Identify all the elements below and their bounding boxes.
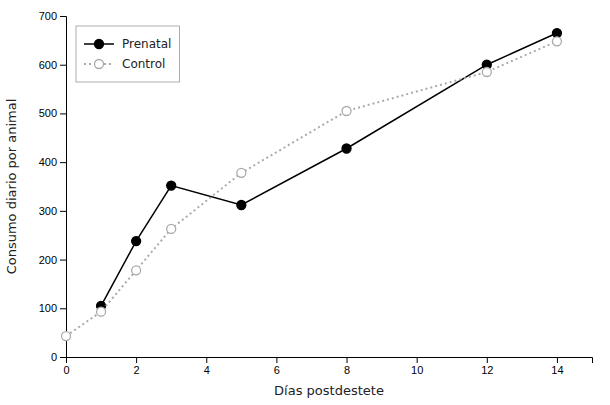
y-tick-mark — [60, 16, 66, 17]
y-tick-label: 200 — [39, 254, 57, 266]
y-tick-label: 0 — [51, 351, 57, 363]
x-tick: 12 — [481, 357, 493, 376]
data-point — [552, 37, 561, 46]
legend-item: Prenatal — [84, 37, 171, 51]
data-point — [97, 307, 106, 316]
x-tick: 2 — [134, 357, 140, 376]
data-point — [167, 181, 176, 190]
y-axis: 0 100 200 300 400 500 600 700 — [39, 10, 67, 363]
y-tick: 300 — [39, 205, 66, 217]
x-tick-mark — [487, 357, 488, 363]
y-tick-mark — [60, 211, 66, 212]
data-point — [342, 106, 351, 115]
x-tick: 4 — [204, 357, 210, 376]
y-tick-label: 600 — [39, 59, 57, 71]
legend: Prenatal Control — [76, 26, 179, 82]
data-point — [237, 168, 246, 177]
x-tick: 0 — [63, 357, 69, 376]
y-tick-mark — [60, 65, 66, 66]
plot: 0 2 4 6 8 10 12 14 0 100 200 300 400 500 600 700 Prenata… — [39, 10, 593, 376]
x-tick-mark — [347, 357, 348, 363]
x-tick: 14 — [551, 357, 563, 376]
y-tick: 100 — [39, 302, 66, 314]
x-tick-label: 6 — [274, 364, 280, 376]
legend-items: Prenatal Control — [84, 37, 171, 71]
legend-swatch-marker — [95, 60, 104, 69]
data-point — [62, 332, 71, 341]
y-tick: 200 — [39, 254, 66, 266]
data-point — [167, 224, 176, 233]
x-tick-label: 8 — [344, 364, 350, 376]
series-line — [66, 41, 557, 336]
legend-frame — [76, 26, 179, 82]
data-point — [482, 68, 491, 77]
y-tick-label: 400 — [39, 156, 57, 168]
y-axis-title: Consumo diario por animal — [4, 99, 19, 275]
legend-item: Control — [84, 57, 165, 71]
x-tick-label: 14 — [551, 364, 563, 376]
x-tick-mark — [136, 357, 137, 363]
x-tick: 6 — [274, 357, 280, 376]
legend-label: Prenatal — [122, 37, 171, 51]
x-tick-label: 12 — [481, 364, 493, 376]
x-axis: 0 2 4 6 8 10 12 14 — [63, 357, 592, 376]
chart: 0 2 4 6 8 10 12 14 0 100 200 300 400 500 600 700 Prenata… — [0, 0, 610, 405]
y-tick-label: 500 — [39, 107, 57, 119]
y-tick-mark — [60, 260, 66, 261]
x-tick-label: 2 — [134, 364, 140, 376]
x-tick-mark — [417, 357, 418, 363]
y-tick-mark — [60, 113, 66, 114]
legend-label: Control — [122, 57, 165, 71]
x-axis-title: Días postdestete — [274, 383, 384, 398]
data-point — [237, 201, 246, 210]
x-tick-label: 10 — [411, 364, 423, 376]
x-tick: 8 — [344, 357, 350, 376]
y-tick-label: 700 — [39, 10, 57, 22]
x-tick-label: 4 — [204, 364, 210, 376]
y-tick: 0 — [51, 351, 66, 363]
y-tick: 700 — [39, 10, 66, 22]
y-tick-mark — [60, 357, 66, 358]
x-tick-label: 0 — [63, 364, 69, 376]
y-tick-label: 100 — [39, 302, 57, 314]
y-tick: 400 — [39, 156, 66, 168]
data-point — [132, 266, 141, 275]
y-tick: 600 — [39, 59, 66, 71]
x-tick-mark — [276, 357, 277, 363]
x-tick-mark — [206, 357, 207, 363]
x-axis-line — [67, 358, 593, 364]
data-point — [342, 144, 351, 153]
y-tick-mark — [60, 162, 66, 163]
y-axis-line — [60, 17, 67, 358]
y-tick-mark — [60, 308, 66, 309]
y-tick: 500 — [39, 107, 66, 119]
x-tick-mark — [557, 357, 558, 363]
y-tick-label: 300 — [39, 205, 57, 217]
legend-swatch-marker — [95, 40, 104, 49]
data-point — [132, 237, 141, 246]
x-tick: 10 — [411, 357, 423, 376]
